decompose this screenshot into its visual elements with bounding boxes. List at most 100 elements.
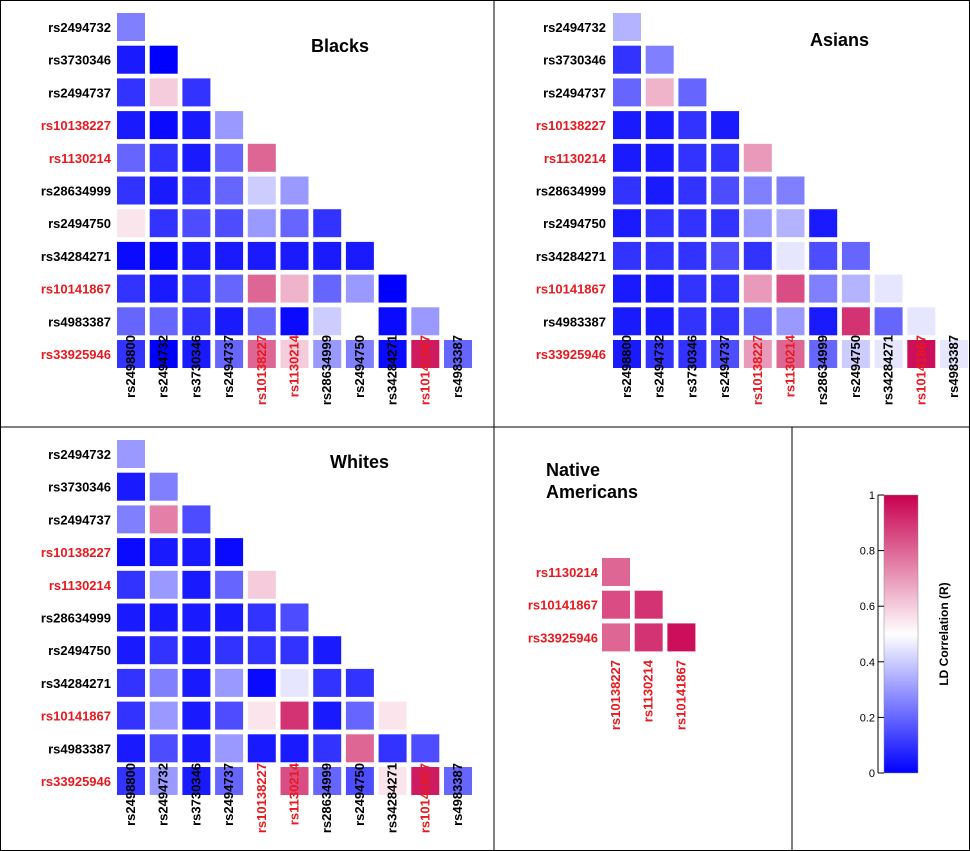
- column-label: rs1130214: [287, 762, 302, 825]
- heatmap-cell: [809, 274, 838, 303]
- heatmap-cell: [117, 440, 145, 468]
- heatmap-cell: [247, 701, 276, 730]
- heatmap-cell: [182, 636, 211, 665]
- row-label: rs4983387: [543, 314, 606, 329]
- heatmap-cell: [280, 209, 309, 238]
- row-label: rs10141867: [528, 598, 598, 613]
- heatmap-cell: [776, 241, 805, 270]
- row-label: rs2494750: [48, 643, 111, 658]
- column-label: rs34284271: [385, 763, 400, 833]
- heatmap-cell: [841, 274, 870, 303]
- heatmap-cell: [215, 668, 244, 697]
- column-label: rs2494750: [848, 335, 863, 398]
- heatmap-cell: [182, 505, 211, 534]
- heatmap-cell: [613, 111, 641, 140]
- column-label: rs10138227: [254, 763, 269, 833]
- heatmap-cell: [378, 340, 407, 368]
- heatmap-cell: [215, 734, 244, 763]
- heatmap-cell: [149, 538, 178, 567]
- heatmap-cell: [874, 340, 903, 368]
- heatmap-cell: [182, 176, 211, 205]
- column-label: rs2494732: [156, 763, 171, 826]
- column-label: rs2494732: [652, 335, 667, 398]
- column-label: rs2498800: [619, 335, 634, 398]
- heatmap-cell: [149, 570, 178, 599]
- heatmap-cell: [247, 241, 276, 270]
- heatmap-cell: [345, 734, 374, 763]
- heatmap-cell: [215, 538, 244, 567]
- heatmap-cell: [149, 143, 178, 172]
- heatmap-cell: [313, 307, 342, 336]
- column-label: rs34284271: [385, 335, 400, 405]
- heatmap-cell: [345, 307, 374, 336]
- column-label: rs4983387: [450, 335, 465, 398]
- heatmap-cell: [149, 603, 178, 632]
- heatmap-cell: [247, 767, 276, 795]
- heatmap-cell: [444, 340, 472, 368]
- heatmap-cell: [247, 143, 276, 172]
- heatmap-cell: [149, 274, 178, 303]
- heatmap-cell: [149, 176, 178, 205]
- heatmap-cell: [117, 701, 145, 730]
- row-label: rs10138227: [41, 118, 111, 133]
- heatmap-cell: [117, 143, 145, 172]
- row-label: rs1130214: [544, 151, 607, 166]
- heatmap-cell: [149, 767, 178, 795]
- heatmap-cell: [313, 241, 342, 270]
- heatmap-panel-3: Whites rs2494732 rs3730346 rs2494737 rs10138…: [41, 440, 472, 833]
- column-label: rs1130214: [287, 334, 302, 397]
- heatmap-cell: [215, 340, 244, 368]
- heatmap-cell: [613, 176, 641, 205]
- legend-tick-label: 0.4: [860, 657, 875, 669]
- row-label: rs2494750: [543, 216, 606, 231]
- heatmap-cell: [117, 603, 145, 632]
- heatmap-cell: [182, 734, 211, 763]
- heatmap-cell: [313, 209, 342, 238]
- heatmap-cell: [613, 143, 641, 172]
- heatmap-cell: [874, 307, 903, 336]
- column-label: rs28634999: [319, 335, 334, 405]
- panel-title: Blacks: [311, 36, 369, 56]
- heatmap-cell: [313, 340, 342, 368]
- column-label: rs1130214: [783, 334, 798, 397]
- legend-tick-label: 0.8: [860, 546, 875, 558]
- heatmap-cell: [215, 307, 244, 336]
- heatmap-cell: [345, 668, 374, 697]
- row-label: rs34284271: [41, 676, 111, 691]
- heatmap-cell: [711, 340, 740, 368]
- column-label: rs2498800: [123, 763, 138, 826]
- heatmap-cell: [280, 241, 309, 270]
- heatmap-cell: [907, 307, 936, 336]
- panel-title: Native Americans: [546, 460, 638, 502]
- heatmap-cell: [280, 734, 309, 763]
- heatmap-cell: [280, 701, 309, 730]
- heatmap-cell: [149, 734, 178, 763]
- heatmap-cell: [711, 176, 740, 205]
- row-label: rs34284271: [41, 249, 111, 264]
- column-label: rs10141867: [913, 335, 928, 405]
- heatmap-cell: [678, 143, 707, 172]
- heatmap-cell: [149, 78, 178, 107]
- row-label: rs2494737: [48, 512, 111, 527]
- heatmap-cell: [809, 241, 838, 270]
- heatmap-cell: [117, 570, 145, 599]
- heatmap-cell: [313, 668, 342, 697]
- heatmap-cell: [117, 340, 145, 368]
- heatmap-cell: [215, 570, 244, 599]
- heatmap-cell: [809, 307, 838, 336]
- heatmap-cell: [444, 767, 472, 795]
- heatmap-panel-1: Blacks rs2494732 rs3730346 rs2494737 rs10138…: [41, 13, 472, 405]
- heatmap-cell: [182, 767, 211, 795]
- heatmap-cell: [117, 13, 145, 41]
- panel-title: Asians: [810, 30, 869, 50]
- heatmap-cell: [182, 701, 211, 730]
- heatmap-cell: [613, 340, 641, 368]
- heatmap-cell: [182, 307, 211, 336]
- heatmap-cell: [182, 143, 211, 172]
- heatmap-cell: [149, 111, 178, 140]
- heatmap-cell: [149, 636, 178, 665]
- heatmap-cell: [645, 78, 674, 107]
- column-label: rs1130214: [641, 659, 656, 722]
- heatmap-cell: [411, 340, 440, 368]
- column-label: rs28634999: [319, 763, 334, 833]
